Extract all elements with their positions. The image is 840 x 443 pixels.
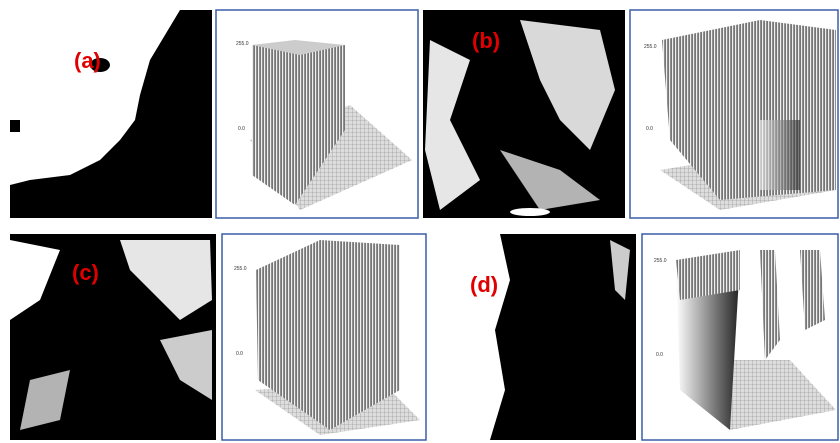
panel-label: (b)	[472, 28, 500, 53]
binary-image	[432, 234, 636, 440]
surface-plot: 255.0 0.0	[222, 234, 426, 440]
surface-plot: 255.0 0.0	[642, 234, 838, 440]
binary-image	[423, 10, 625, 218]
z-tick-label: 0.0	[656, 352, 663, 358]
z-tick-label: 0.0	[646, 126, 653, 132]
panel-label: (d)	[470, 272, 498, 297]
surface-plot: 255.0 0.0	[216, 10, 418, 218]
z-tick-label: 255.0	[236, 41, 249, 47]
panel-label: (a)	[74, 48, 101, 73]
z-tick-label: 0.0	[238, 126, 245, 132]
z-tick-label: 255.0	[234, 266, 247, 272]
z-tick-label: 255.0	[644, 44, 657, 50]
binary-image	[10, 234, 216, 440]
panel-label: (c)	[72, 260, 99, 285]
binary-image	[10, 10, 212, 218]
z-tick-label: 255.0	[654, 258, 667, 264]
surface-plot: 255.0 0.0	[630, 10, 838, 218]
z-tick-label: 0.0	[236, 351, 243, 357]
figure: (a) 255.0 0.0 (b) 255.0 0.0 (c)	[0, 0, 840, 443]
